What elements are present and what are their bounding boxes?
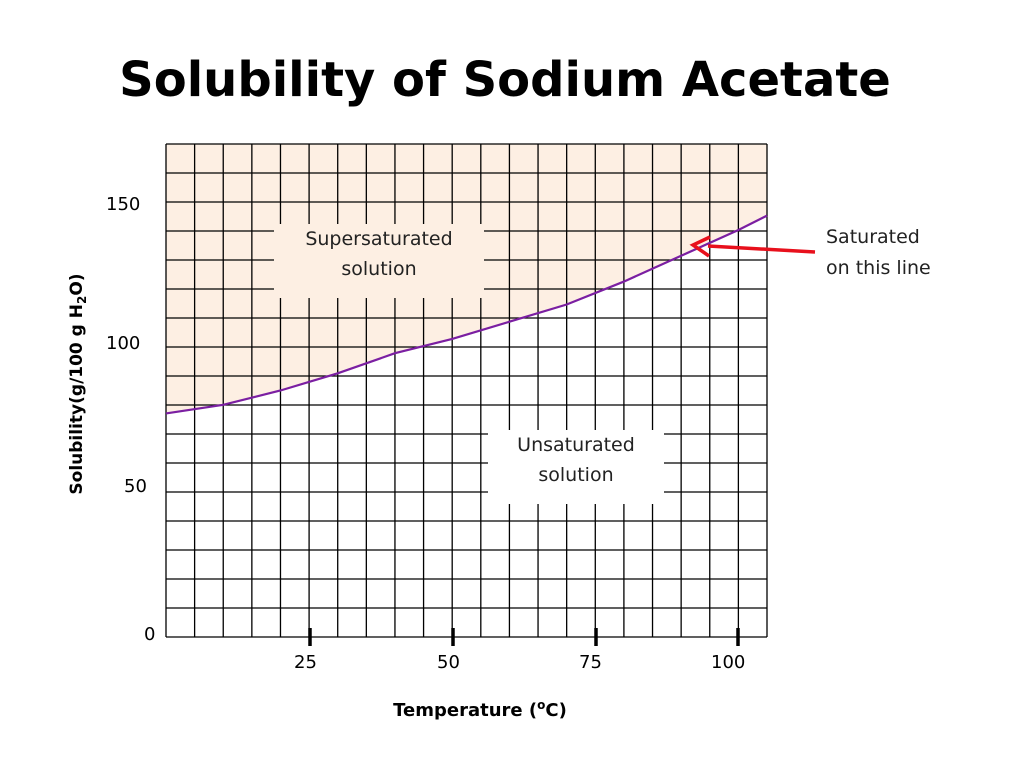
saturation-curve-group [165, 214, 768, 415]
x-tick-label-100: 100 [711, 652, 746, 673]
y-tick-label-0: 0 [144, 624, 156, 645]
saturation-curve [165, 214, 768, 415]
callout-arrow-group [689, 235, 816, 258]
arrow-head [689, 235, 711, 258]
y-tick-label-150: 150 [106, 194, 141, 215]
x-tick-marks [308, 628, 740, 646]
x-tick-label-50: 50 [437, 652, 460, 673]
y-tick-label-100: 100 [106, 333, 141, 354]
y-axis-title: Solubility(g/100 g H2O) [66, 273, 90, 495]
x-tick-label-75: 75 [579, 652, 602, 673]
unsaturated-label: Unsaturated solution [488, 430, 664, 504]
x-axis-title: Temperature (oC) [393, 698, 567, 721]
chart-title: Solubility of Sodium Acetate [119, 52, 891, 108]
arrow-shaft [707, 244, 816, 254]
x-tick-label-25: 25 [294, 652, 317, 673]
supersaturated-label: Supersaturated solution [274, 224, 484, 298]
saturated-callout: Saturated on this line [826, 226, 931, 279]
y-tick-label-50: 50 [124, 476, 147, 497]
